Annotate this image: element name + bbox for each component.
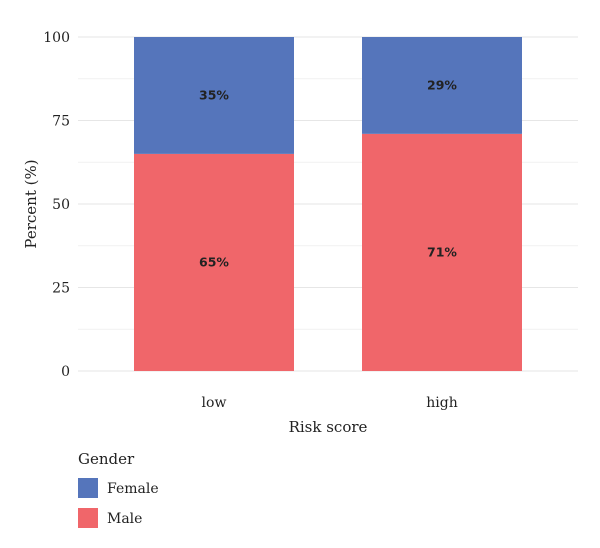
legend-title: Gender [78, 450, 135, 468]
x-tick-label: high [426, 395, 457, 411]
bars [134, 37, 522, 371]
y-axis-ticks: 0 25 50 75 100 [43, 30, 70, 380]
y-tick-label: 25 [52, 281, 70, 297]
x-tick-label: low [202, 395, 227, 411]
bar-male-high [362, 133, 522, 371]
bar-female-high [362, 37, 522, 134]
x-axis-title: Risk score [289, 418, 368, 436]
data-labels: 65% 35% 71% 29% [199, 77, 457, 269]
x-axis-ticks: low high [202, 395, 458, 411]
bar-male-low [134, 153, 294, 371]
legend-label-female: Female [107, 481, 159, 497]
y-tick-label: 100 [43, 30, 70, 46]
data-label-female-low: 35% [199, 87, 229, 102]
legend-entries: Female Male [78, 478, 159, 528]
y-tick-label: 50 [52, 197, 70, 213]
y-tick-label: 0 [61, 364, 70, 380]
legend: Gender Female Male [78, 450, 159, 528]
bar-female-low [134, 37, 294, 154]
data-label-male-high: 71% [427, 244, 457, 259]
y-axis-title: Percent (%) [22, 159, 40, 248]
legend-label-male: Male [107, 511, 142, 527]
y-tick-label: 75 [52, 114, 70, 130]
legend-swatch-female [78, 478, 98, 498]
legend-swatch-male [78, 508, 98, 528]
data-label-female-high: 29% [427, 77, 457, 92]
data-label-male-low: 65% [199, 254, 229, 269]
